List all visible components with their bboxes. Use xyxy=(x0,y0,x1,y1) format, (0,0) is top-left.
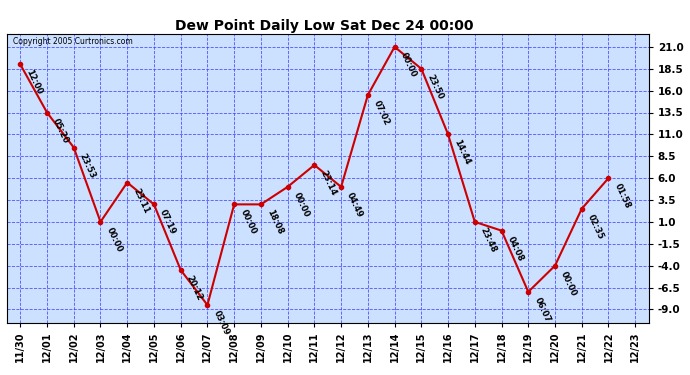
Text: 06:07: 06:07 xyxy=(533,296,552,324)
Text: 23:53: 23:53 xyxy=(78,152,97,180)
Text: 07:02: 07:02 xyxy=(372,99,391,127)
Text: 14:44: 14:44 xyxy=(452,138,472,167)
Text: Dew Point Daily Low Sat Dec 24 00:00: Dew Point Daily Low Sat Dec 24 00:00 xyxy=(175,19,473,33)
Text: Copyright 2005 Curtronics.com: Copyright 2005 Curtronics.com xyxy=(13,37,133,46)
Text: 23:11: 23:11 xyxy=(131,187,151,215)
Text: 12:00: 12:00 xyxy=(24,69,44,96)
Text: 01:58: 01:58 xyxy=(613,182,632,210)
Text: 00:00: 00:00 xyxy=(559,270,578,297)
Text: 05:20: 05:20 xyxy=(51,117,70,145)
Text: 18:08: 18:08 xyxy=(265,209,284,236)
Text: 23:50: 23:50 xyxy=(426,73,445,101)
Text: 04:49: 04:49 xyxy=(345,191,365,219)
Text: 23:14: 23:14 xyxy=(319,169,338,197)
Text: 23:48: 23:48 xyxy=(479,226,498,254)
Text: 03:09: 03:09 xyxy=(212,309,231,337)
Text: 07:19: 07:19 xyxy=(158,209,177,236)
Text: 00:00: 00:00 xyxy=(105,226,124,254)
Text: 02:35: 02:35 xyxy=(586,213,605,241)
Text: 04:08: 04:08 xyxy=(506,235,525,262)
Text: 20:12: 20:12 xyxy=(185,274,204,302)
Text: 00:00: 00:00 xyxy=(399,51,418,79)
Text: 00:00: 00:00 xyxy=(238,209,257,236)
Text: 00:00: 00:00 xyxy=(292,191,311,219)
